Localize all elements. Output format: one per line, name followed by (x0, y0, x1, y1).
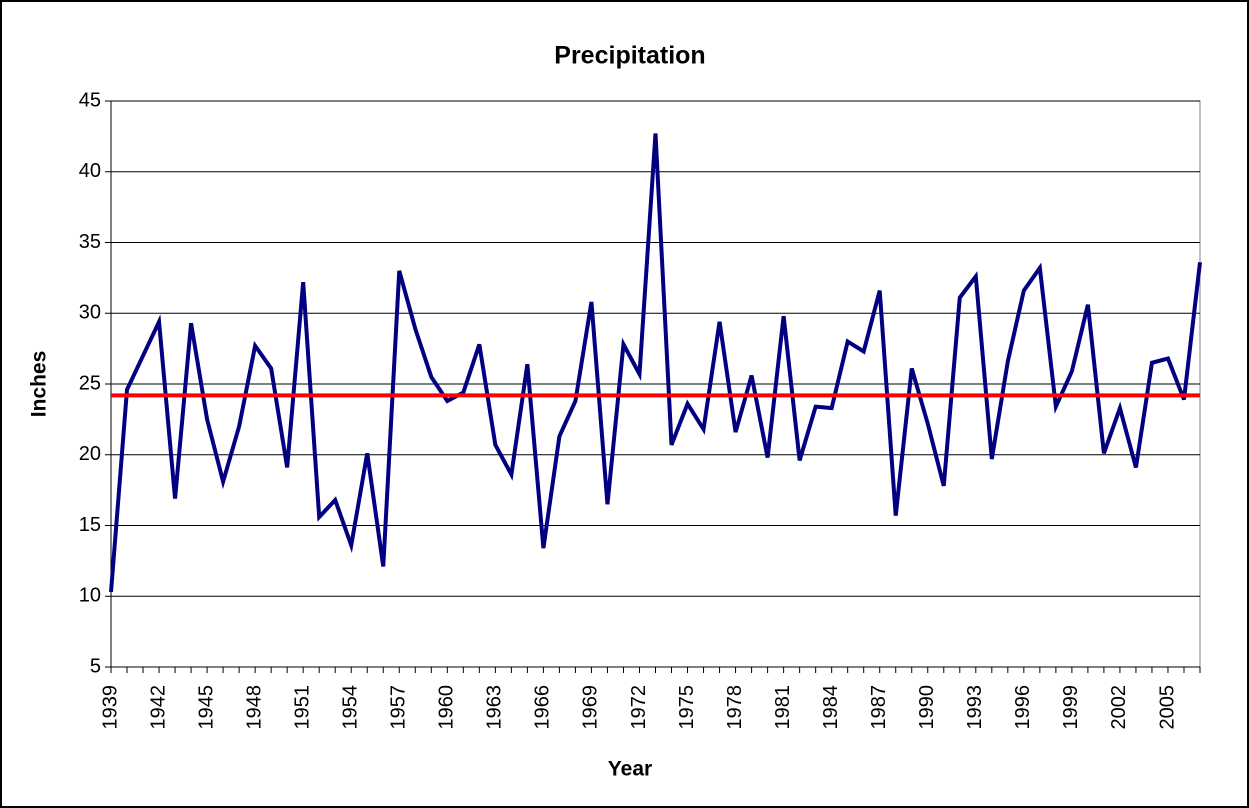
x-tick-label: 2005 (1156, 685, 1178, 730)
x-tick-label: 1963 (484, 685, 506, 730)
x-tick-label: 1957 (388, 685, 410, 730)
x-tick-label: 1996 (1012, 685, 1034, 730)
x-tick-label: 1987 (868, 685, 890, 730)
x-tick-label: 1972 (628, 685, 650, 730)
chart-title: Precipitation (554, 42, 705, 70)
x-tick-label: 1969 (580, 685, 602, 730)
x-axis-title: Year (608, 758, 652, 781)
x-tick-label: 1939 (99, 685, 121, 730)
x-tick-label: 1945 (195, 685, 217, 730)
y-axis-title: Inches (28, 351, 51, 418)
y-tick-label: 20 (79, 443, 101, 465)
x-tick-label: 1942 (147, 685, 169, 730)
x-tick-label: 1948 (243, 685, 265, 730)
x-tick-label: 1954 (340, 685, 362, 730)
y-tick-label: 40 (79, 160, 101, 182)
series-line (109, 133, 1202, 593)
x-tick-label: 1966 (532, 685, 554, 730)
y-tick-label: 15 (79, 514, 101, 536)
y-tick-label: 5 (90, 655, 101, 677)
y-tick-label: 10 (79, 585, 101, 607)
x-tick-label: 1975 (676, 685, 698, 730)
y-tick-label: 25 (79, 372, 101, 394)
x-tick-label: 1999 (1060, 685, 1082, 730)
x-tick-label: 1984 (820, 685, 842, 730)
y-tick-label: 45 (79, 89, 101, 111)
x-tick-label: 2002 (1108, 685, 1130, 730)
y-tick-label: 30 (79, 302, 101, 324)
y-tick-label: 35 (79, 231, 101, 253)
x-tick-label: 1978 (724, 685, 746, 730)
x-tick-label: 1981 (772, 685, 794, 730)
x-tick-label: 1951 (291, 685, 313, 730)
x-tick-label: 1990 (916, 685, 938, 730)
x-tick-label: 1960 (436, 685, 458, 730)
x-tick-label: 1993 (964, 685, 986, 730)
